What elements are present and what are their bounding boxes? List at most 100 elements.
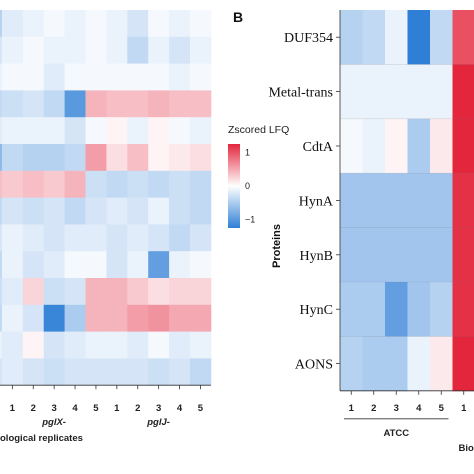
panel-a-cell: [127, 170, 149, 198]
panel-a-cell: [127, 358, 149, 386]
legend-tick-label: 0: [245, 181, 250, 191]
panel-a-cell: [1, 251, 24, 279]
panel-a-heatmap: [0, 10, 212, 386]
panel-a-cell: [0, 331, 3, 359]
panel-b-cell: [452, 173, 474, 228]
panel-a-x-tick: 1: [114, 403, 120, 414]
panel-a-x-tick: 5: [93, 403, 99, 414]
panel-a-cell: [22, 331, 45, 359]
panel-a-cell: [148, 331, 170, 359]
panel-a-cell: [64, 90, 86, 118]
panel-b-label: B: [233, 9, 243, 25]
panel-a-cell: [106, 251, 128, 279]
panel-a-cell: [85, 144, 107, 172]
panel-a-cell: [127, 90, 149, 118]
panel-a-cell: [169, 304, 191, 332]
panel-a-cell: [190, 117, 212, 145]
panel-b-cell: [362, 64, 386, 120]
panel-b-cell: [362, 336, 386, 392]
panel-b-cell: [407, 227, 431, 283]
panel-a-x-tick: 4: [177, 403, 183, 414]
panel-a-cell: [148, 224, 170, 252]
panel-b-row-label: HynA: [299, 194, 334, 209]
panel-a-cell: [43, 358, 65, 386]
panel-a-cell: [169, 331, 191, 359]
panel-b-x-tick: 4: [416, 403, 422, 414]
panel-b-cell: [407, 336, 431, 392]
panel-a-cell: [169, 224, 191, 252]
panel-a-x-tick: 4: [72, 403, 78, 414]
panel-a-cell: [127, 117, 149, 145]
panel-b-cell: [362, 10, 386, 65]
panel-a-cell: [127, 197, 149, 225]
panel-a-cell: [43, 170, 65, 198]
panel-b-cell: [362, 118, 386, 174]
panel-a-cell: [64, 358, 86, 386]
panel-a-cell: [127, 10, 149, 38]
panel-a-cell: [0, 197, 3, 225]
panel-a-cell: [148, 170, 170, 198]
panel-b-cell: [385, 282, 408, 337]
panel-a-cell: [127, 251, 149, 279]
panel-a-cell: [0, 251, 3, 279]
panel-a-cell: [1, 224, 24, 252]
panel-a-cell: [1, 117, 24, 145]
panel-a-cell: [22, 170, 45, 198]
panel-a-cell: [106, 304, 128, 332]
panel-a-cell: [85, 358, 107, 386]
panel-a-cell: [0, 90, 3, 118]
color-legend: Zscored LFQ 1 0 −1: [228, 124, 289, 228]
panel-a-cell: [190, 278, 212, 306]
panel-a-cell: [1, 304, 24, 332]
panel-a-cell: [1, 10, 24, 38]
panel-a-cell: [169, 278, 191, 306]
panel-b-cell: [452, 282, 474, 337]
panel-a-cell: [190, 90, 212, 118]
panel-b-cell: [340, 118, 363, 174]
panel-a-cell: [106, 170, 128, 198]
panel-b-x-axis: 1 2 3 4 5 ATCC 1 Biole: [340, 390, 474, 454]
panel-a-cell: [43, 224, 65, 252]
panel-b-cell: [430, 227, 453, 283]
panel-a-cell: [169, 36, 191, 64]
panel-a-x-tick: 3: [51, 403, 56, 414]
panel-a-cell: [106, 63, 128, 91]
panel-a-cell: [0, 63, 3, 91]
panel-b-heatmap: [339, 10, 474, 392]
panel-b-row-label: DUF354: [284, 31, 333, 46]
panel-a-cell: [106, 144, 128, 172]
panel-b-x-tick: 3: [394, 403, 399, 414]
panel-a-cell: [190, 358, 212, 386]
panel-b-row-label: AONS: [295, 358, 333, 373]
panel-a-cell: [169, 170, 191, 198]
panel-a-cell: [190, 144, 212, 172]
panel-a-cell: [64, 224, 86, 252]
panel-a-cell: [22, 36, 45, 64]
panel-a-cell: [43, 144, 65, 172]
panel-a-cell: [190, 10, 212, 38]
panel-b-row-label: HynC: [300, 303, 333, 318]
panel-b-cell: [407, 173, 431, 228]
panel-a-cell: [169, 358, 191, 386]
panel-b-cell: [362, 173, 386, 228]
panel-b-cell: [340, 282, 363, 337]
panel-b-cell: [452, 10, 474, 65]
panel-a-cell: [190, 36, 212, 64]
panel-a-cell: [43, 197, 65, 225]
panel-a-cell: [148, 278, 170, 306]
panel-a-x-tick: 3: [156, 403, 161, 414]
panel-a-cell: [85, 10, 107, 38]
panel-a-cell: [64, 10, 86, 38]
panel-a-x-axis-title: ological replicates: [0, 433, 83, 444]
panel-a-cell: [64, 117, 86, 145]
panel-a-cell: [190, 63, 212, 91]
panel-a-cell: [85, 117, 107, 145]
panel-a-cell: [148, 63, 170, 91]
panel-b-cell: [407, 64, 431, 120]
panel-a-cell: [190, 304, 212, 332]
panel-a-cell: [106, 117, 128, 145]
panel-b-cell: [452, 336, 474, 392]
panel-a-cell: [148, 304, 170, 332]
panel-a-cell: [1, 144, 24, 172]
